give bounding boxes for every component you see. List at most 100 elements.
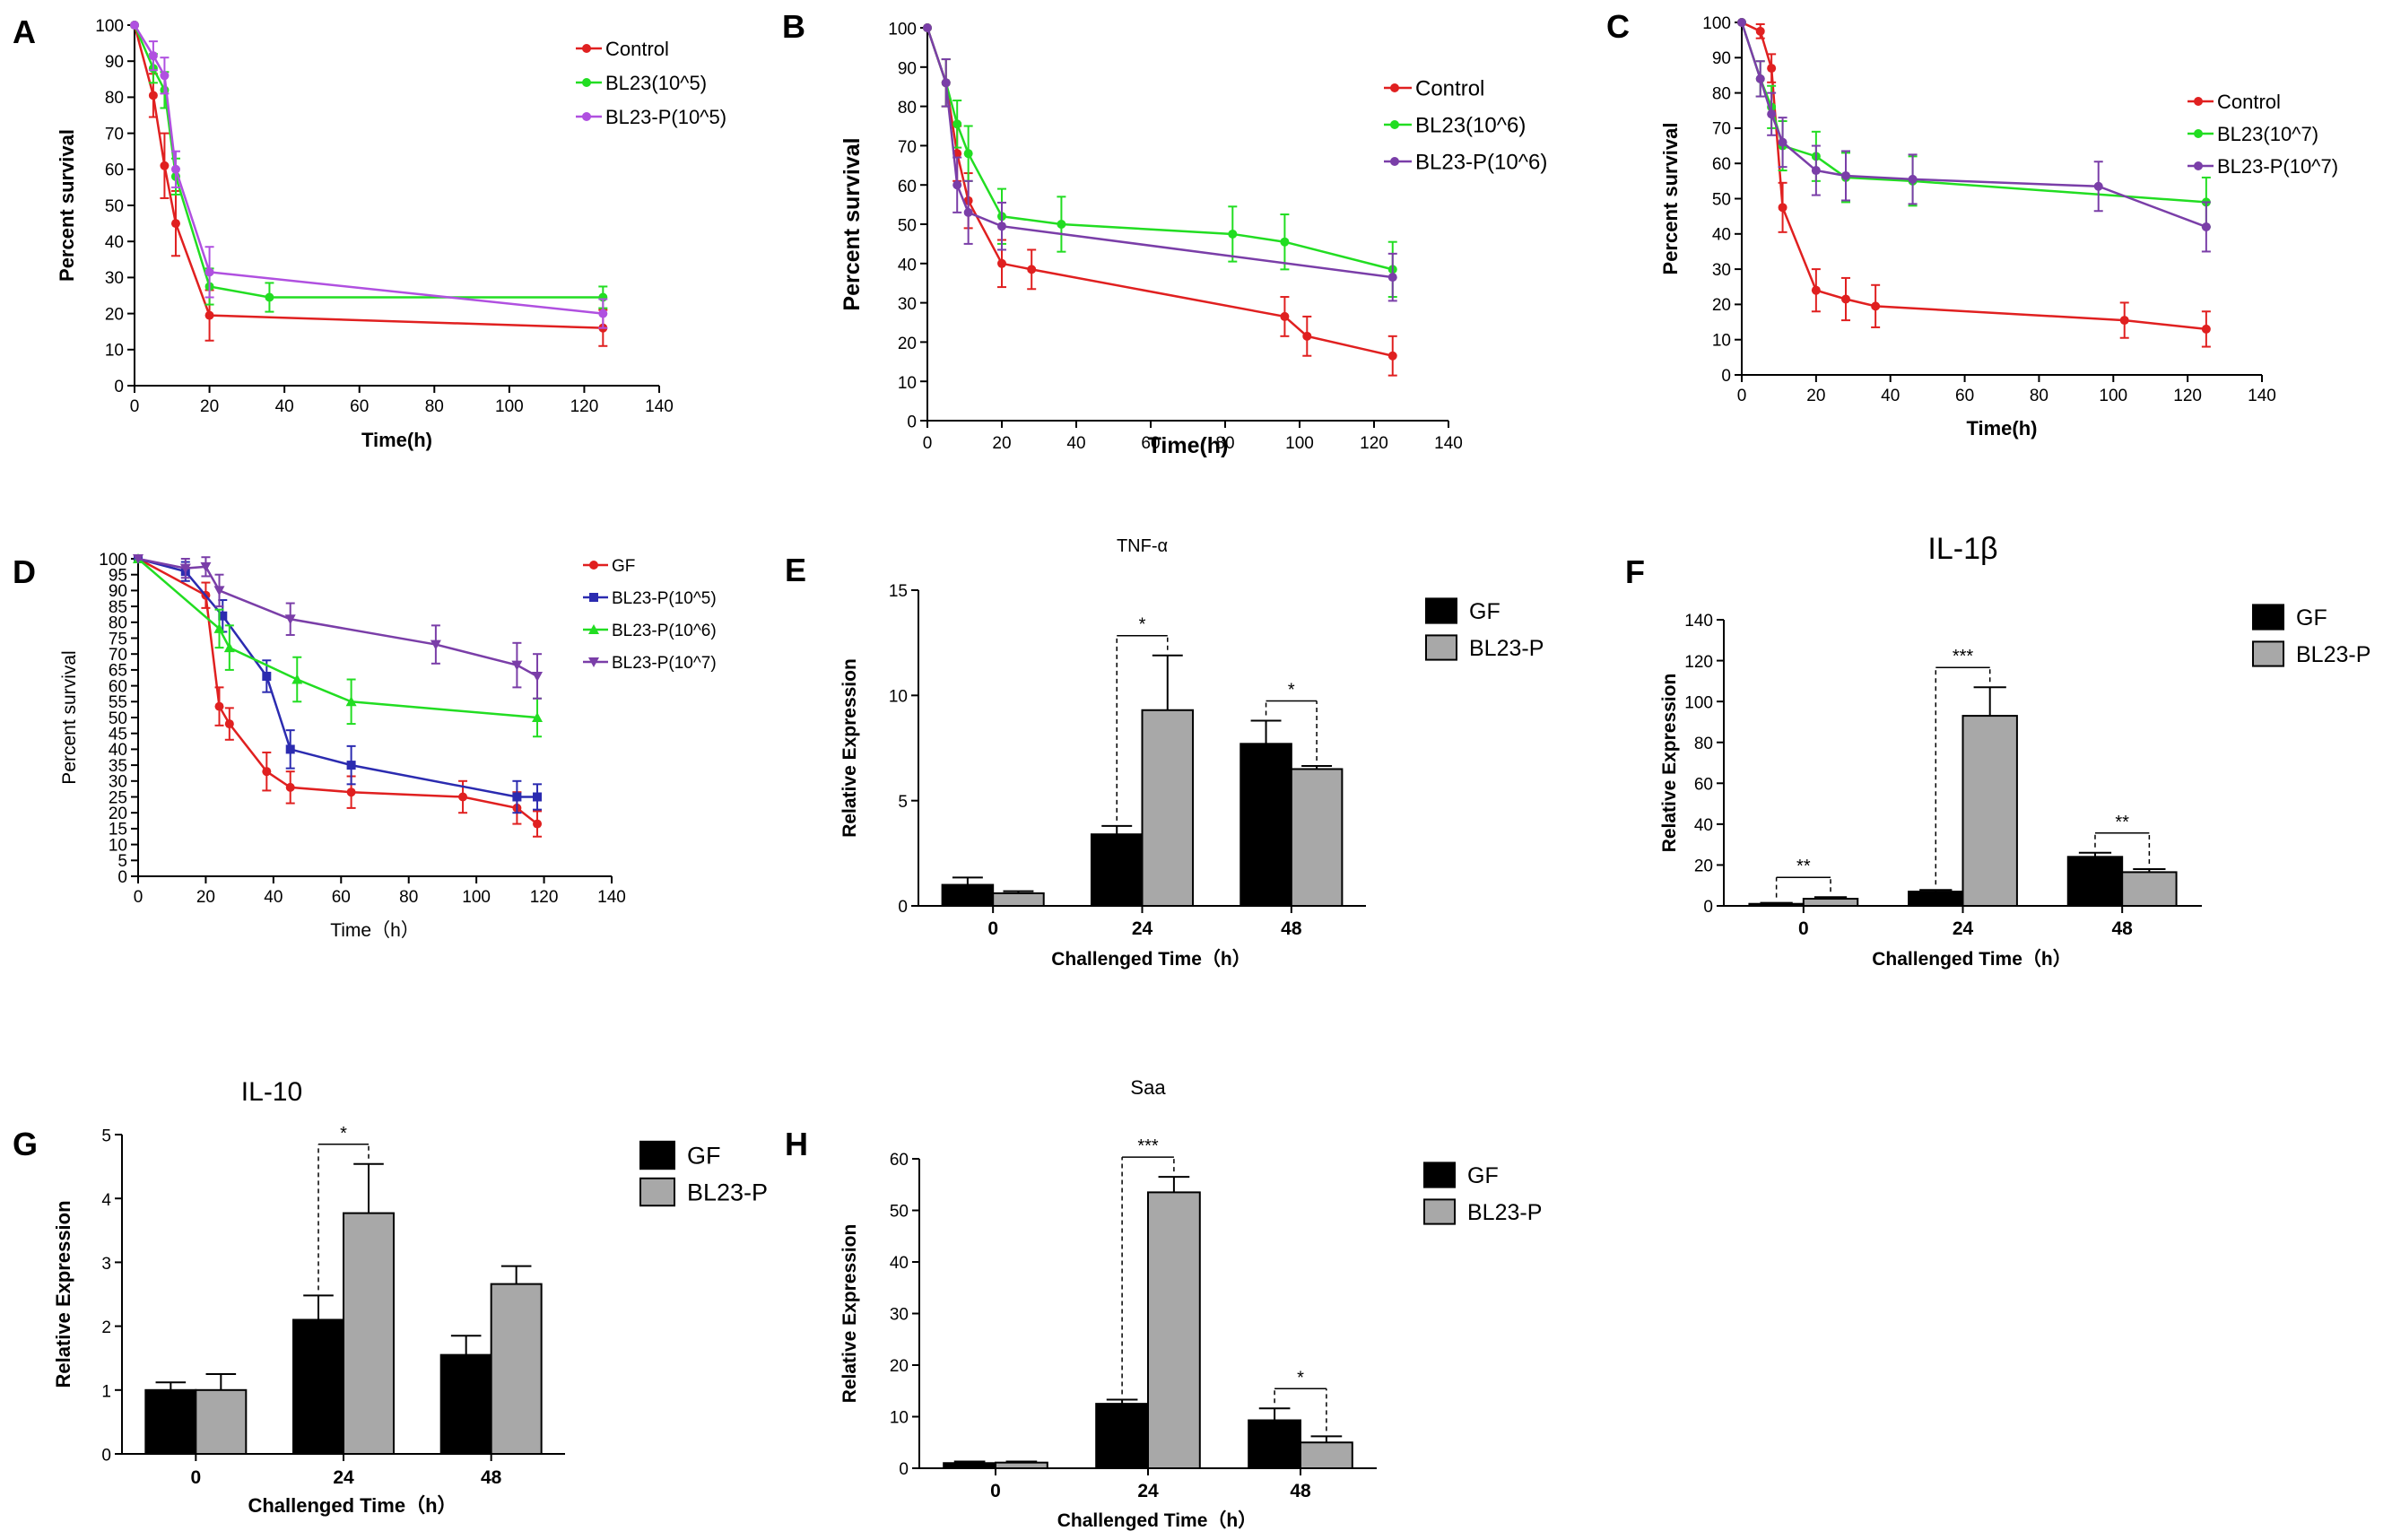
legend-entry-BL23-P: BL23-P bbox=[2252, 640, 2370, 667]
data-point bbox=[997, 258, 1006, 268]
bar bbox=[995, 1461, 1048, 1470]
x-tick-label: 24 bbox=[1132, 918, 1153, 939]
data-point bbox=[2093, 181, 2103, 191]
y-tick-label: 15 bbox=[109, 821, 127, 840]
data-point bbox=[589, 593, 598, 602]
y-tick-label: 20 bbox=[898, 335, 917, 353]
data-point bbox=[160, 71, 170, 81]
series-line bbox=[133, 24, 604, 315]
x-tick-label: 48 bbox=[2111, 918, 2133, 939]
y-tick-label: 0 bbox=[907, 413, 917, 432]
bar bbox=[2121, 871, 2178, 907]
y-tick-label: 15 bbox=[889, 582, 908, 601]
panel-E: 0 5 10 15 Challenged Time（h） Relative Express… bbox=[785, 536, 1544, 970]
panel-letter: F bbox=[1625, 553, 1645, 590]
data-point bbox=[511, 660, 523, 671]
y-tick-label: 140 bbox=[1684, 612, 1713, 631]
y-tick-label: 60 bbox=[109, 677, 127, 696]
y-tick-label: 80 bbox=[105, 89, 124, 108]
data-point bbox=[214, 701, 224, 711]
data-point bbox=[1027, 265, 1037, 274]
y-axis-label: Percent survival bbox=[1659, 123, 1682, 275]
data-point bbox=[1908, 174, 1918, 184]
data-point bbox=[130, 21, 139, 30]
legend-label: Control bbox=[2217, 91, 2281, 113]
y-tick-label: 40 bbox=[109, 741, 127, 760]
y-tick-label: 80 bbox=[1694, 735, 1713, 753]
significance-24: * bbox=[317, 1124, 370, 1291]
series-line bbox=[137, 557, 538, 825]
x-tick-label: 140 bbox=[1434, 434, 1463, 453]
y-tick-label: 30 bbox=[105, 269, 124, 288]
y-axis-label: Percent survival bbox=[839, 137, 865, 310]
x-tick-label: 0 bbox=[134, 888, 144, 907]
y-tick-label: 70 bbox=[109, 646, 127, 665]
chart-title: IL-10 bbox=[241, 1077, 302, 1107]
data-point bbox=[1767, 109, 1777, 119]
data-point bbox=[1841, 294, 1850, 304]
data-point bbox=[952, 119, 962, 129]
data-point bbox=[1387, 273, 1397, 283]
x-axis-label: Challenged Time（h） bbox=[248, 1494, 457, 1517]
significance-label: * bbox=[1288, 680, 1295, 700]
x-tick-label: 100 bbox=[1285, 434, 1314, 453]
data-point bbox=[598, 309, 608, 318]
data-point bbox=[265, 292, 274, 302]
significance-0: ** bbox=[1775, 857, 1831, 898]
y-tick-label: 50 bbox=[109, 709, 127, 728]
data-point bbox=[582, 44, 591, 53]
significance-label: * bbox=[340, 1124, 347, 1144]
panel-F: 0 20 40 60 80 100 120 140 Challenged Time（h） Rela… bbox=[1625, 532, 2370, 970]
y-axis-label: Relative Expression bbox=[839, 658, 860, 838]
chart-title: Saa bbox=[1130, 1076, 1166, 1099]
y-tick-label: 100 bbox=[1684, 693, 1713, 712]
data-point bbox=[1778, 137, 1787, 147]
x-tick-label: 40 bbox=[1066, 434, 1085, 453]
x-tick-label: 48 bbox=[1290, 1481, 1311, 1501]
data-point bbox=[532, 712, 544, 722]
y-tick-label: 70 bbox=[898, 138, 917, 157]
series-BL23-P(10^5) bbox=[134, 554, 543, 814]
bar bbox=[1961, 715, 2018, 907]
legend-label: Control bbox=[1415, 77, 1484, 101]
bar bbox=[144, 1388, 197, 1456]
data-point bbox=[204, 267, 214, 277]
legend-entry-BL23-P: BL23-P bbox=[1423, 1198, 1542, 1225]
y-tick-label: 100 bbox=[99, 551, 127, 570]
y-tick-label: 120 bbox=[1684, 653, 1713, 672]
legend-entry-BL23-P(10^5): BL23-P(10^5) bbox=[583, 589, 717, 608]
data-point bbox=[345, 696, 357, 707]
legend-swatch bbox=[1423, 1162, 1456, 1188]
y-tick-label: 65 bbox=[109, 662, 127, 681]
legend-swatch bbox=[1425, 634, 1457, 661]
legend-swatch bbox=[1423, 1198, 1456, 1225]
significance-label: *** bbox=[1953, 647, 1974, 666]
y-axis-label: Percent survival bbox=[56, 129, 78, 282]
legend-label: GF bbox=[687, 1143, 721, 1170]
y-axis-label: Relative Expression bbox=[1659, 674, 1680, 853]
x-tick-label: 0 bbox=[1737, 387, 1747, 405]
series-Control bbox=[1737, 18, 2211, 348]
y-tick-label: 60 bbox=[890, 1151, 909, 1170]
data-point bbox=[2201, 324, 2211, 334]
y-tick-label: 10 bbox=[889, 688, 908, 707]
data-point bbox=[285, 744, 295, 754]
data-point bbox=[941, 78, 951, 88]
y-tick-label: 100 bbox=[888, 21, 917, 39]
x-tick-label: 48 bbox=[481, 1467, 502, 1488]
data-point bbox=[224, 719, 234, 729]
y-tick-label: 5 bbox=[117, 852, 127, 871]
x-axis-label: Time(h) bbox=[361, 429, 432, 451]
y-tick-label: 85 bbox=[109, 598, 127, 617]
data-point bbox=[963, 207, 973, 217]
y-tick-label: 0 bbox=[117, 868, 127, 887]
data-point bbox=[582, 112, 591, 121]
y-tick-label: 30 bbox=[109, 773, 127, 792]
y-tick-label: 40 bbox=[105, 233, 124, 252]
bar bbox=[1908, 891, 1964, 907]
legend-swatch bbox=[2252, 640, 2284, 667]
y-tick-label: 50 bbox=[1712, 190, 1731, 209]
y-tick-label: 5 bbox=[898, 793, 908, 812]
data-point bbox=[346, 761, 356, 770]
y-tick-label: 20 bbox=[105, 305, 124, 324]
